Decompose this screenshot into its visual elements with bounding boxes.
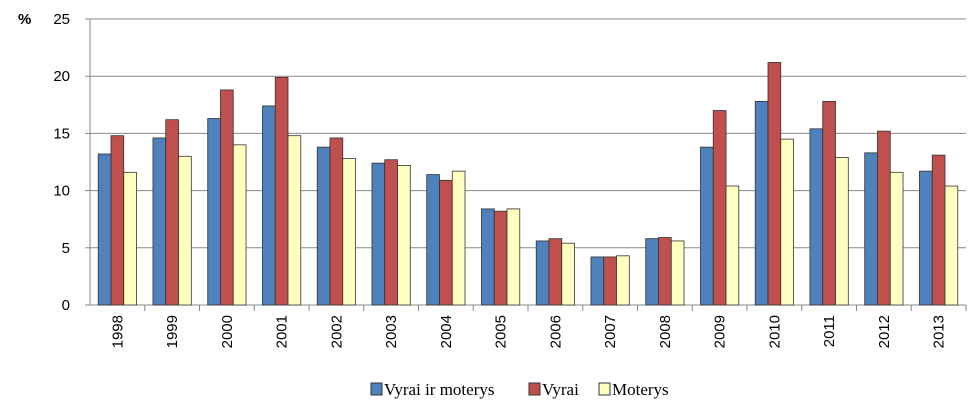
bar [889,171,904,306]
legend-label: Moterys [612,380,669,399]
legend-label: Vyrai ir moterys [384,380,494,399]
y-axis-label: % [18,11,31,28]
x-tick-label: 1998 [109,315,126,348]
bar [329,137,344,306]
bar [506,208,521,306]
x-tick-label: 1999 [164,315,181,348]
bar [725,185,740,306]
bar [700,146,714,306]
bar [712,110,727,306]
x-tick-label: 2004 [438,315,455,348]
x-tick-label: 2007 [602,315,619,348]
x-tick-label: 2011 [821,315,838,347]
bar [780,138,794,306]
y-tick-label: 15 [53,125,70,142]
legend-label: Vyrai [542,380,579,399]
bar [767,62,782,306]
bar [152,137,167,306]
bar [877,130,891,306]
bar [590,256,605,306]
legend-swatch [528,382,541,396]
bar [931,154,946,306]
bar [670,240,685,306]
bar [123,171,137,306]
x-tick-label: 2010 [766,315,783,348]
bar [481,208,495,306]
y-tick-label: 10 [53,183,70,200]
bar [207,118,221,306]
x-tick-label: 2008 [657,315,674,348]
y-tick-label: 25 [53,11,70,28]
bar [451,170,466,306]
x-tick-label: 2005 [493,315,510,348]
bar [342,158,356,306]
bar [384,159,398,306]
x-tick-label: 2012 [876,315,893,348]
bar [232,144,247,306]
bar [493,210,508,306]
bar [603,256,617,306]
bar [548,238,563,306]
bar [220,89,234,306]
y-tick-label: 5 [62,240,70,257]
bar [561,242,575,306]
bar [919,170,933,306]
bar [165,119,179,306]
bar [835,157,849,306]
bar [426,174,440,306]
bar [822,100,836,306]
x-tick-label: 2009 [712,315,729,348]
legend: Vyrai ir moterys Vyrai Moterys [370,380,669,399]
bar [274,76,289,306]
bar [535,240,550,306]
bar [754,100,769,306]
bar [316,146,331,306]
bar [397,165,411,306]
bar [439,179,453,306]
x-tick-label: 2002 [328,315,345,348]
bar [287,135,302,306]
x-tick-label: 2013 [931,315,948,348]
legend-swatch [598,382,611,396]
bar [658,237,672,306]
bar [944,185,959,306]
bar [97,153,112,306]
bar [809,128,824,306]
x-tick-label: 2006 [547,315,564,348]
y-tick-label: 0 [62,297,70,314]
bar [645,238,659,306]
x-tick-label: 2001 [274,315,291,348]
bar [371,162,386,306]
bar [110,135,125,306]
x-tick-label: 2000 [219,315,236,348]
y-tick-label: 20 [53,68,70,85]
bar [178,155,192,306]
legend-swatch [370,382,383,396]
bar [616,255,630,306]
x-tick-label: 2003 [383,315,400,348]
bar [262,105,276,306]
bar [864,152,878,306]
